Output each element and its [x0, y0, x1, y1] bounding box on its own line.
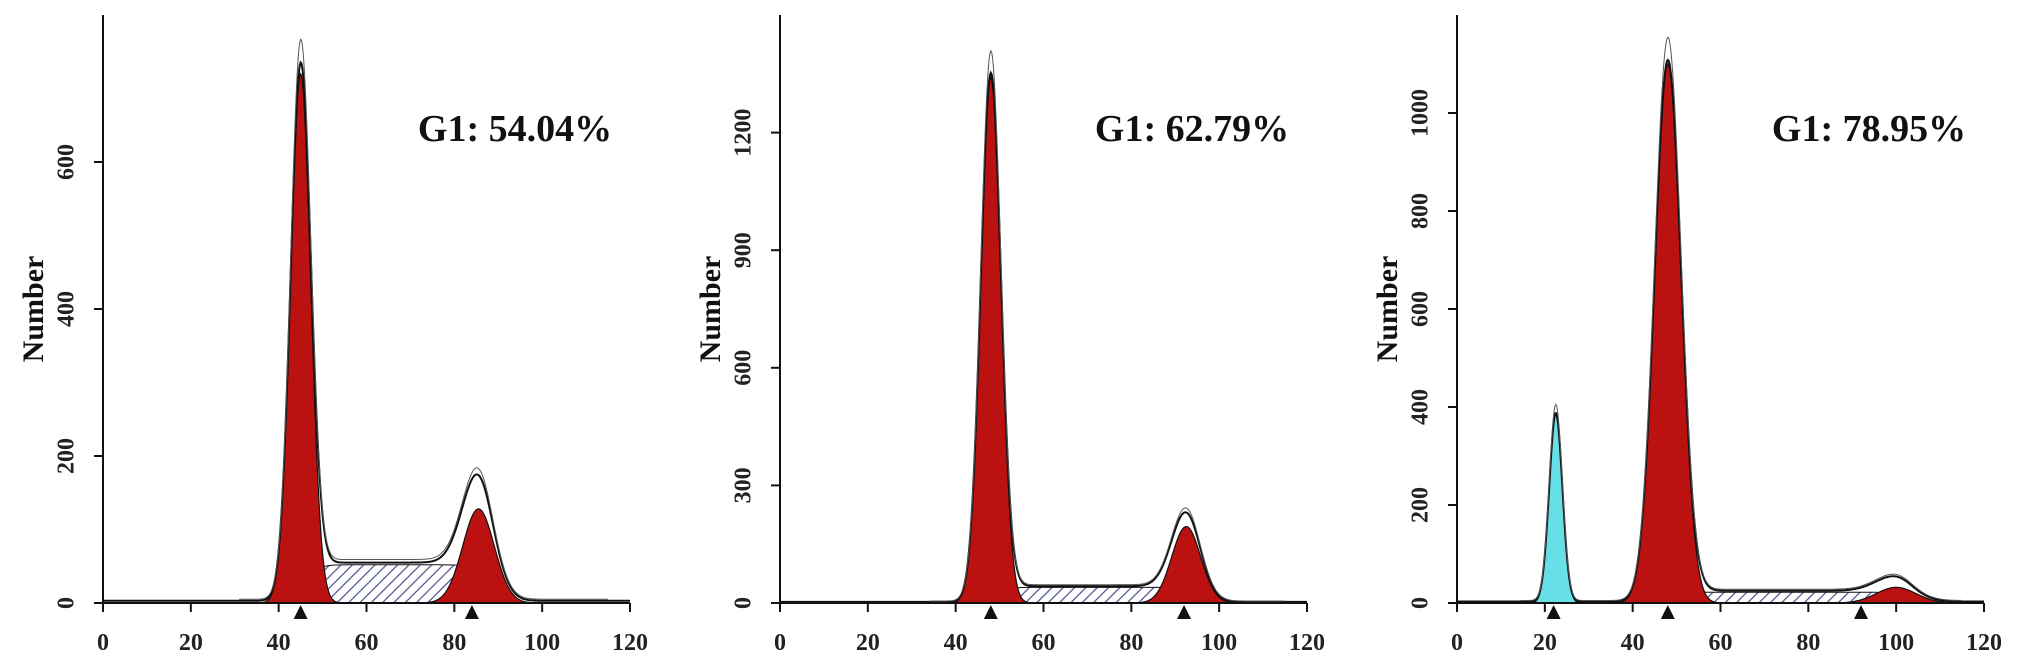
chart3-y-tick-label: 800 [1408, 193, 1434, 229]
chart1-x-tick-label: 20 [179, 630, 203, 656]
chart2-y-tick-label: 300 [731, 467, 757, 503]
chart3-y-tick-label: 600 [1408, 291, 1434, 327]
chart2-raw-histogram [929, 49, 1286, 602]
chart3-x-tick-label: 0 [1451, 630, 1463, 656]
chart2-x-tick-label: 120 [1289, 630, 1325, 656]
chart1-y-tick-label: 400 [54, 291, 80, 327]
chart1-peak-marker [464, 605, 479, 619]
chart3-peak-marker [1660, 605, 1675, 619]
chart3-sub-g1-peak [1522, 414, 1589, 604]
chart3-x-tick-label: 40 [1621, 630, 1645, 656]
chart1-x-tick-label: 0 [97, 630, 109, 656]
histogram-panel-1: 0 20 40 60 80 100 120 0 200 400 600 Number G1: 54.04… [0, 0, 677, 666]
chart2-g2-peak [1127, 525, 1245, 604]
chart3-g1-annotation: G1: 78.95% [1772, 108, 1966, 150]
chart2-fit-curve [780, 70, 1307, 603]
chart3-x-tick-label: 100 [1878, 630, 1914, 656]
chart1-y-tick-label: 0 [54, 597, 80, 609]
chart3-y-tick-label: 400 [1408, 389, 1434, 425]
histogram-panel-2: 0 20 40 60 80 100 120 0 300 600 900 1200 Number G1: 6… [677, 0, 1354, 666]
chart1-raw-histogram [239, 38, 609, 600]
chart3-x-tick-label: 60 [1709, 630, 1733, 656]
chart1-y-tick-label: 200 [54, 438, 80, 474]
histogram-panel-3: 0 20 40 60 80 100 120 0 200 400 600 800 1000 Number G1… [1354, 0, 2031, 666]
chart2-y-axis-label: Number [694, 256, 727, 363]
chart3-peak-marker [1546, 605, 1561, 619]
chart2-x-tick-label: 40 [944, 630, 968, 656]
chart1-fit-curve [103, 60, 630, 602]
chart2-y-tick-label: 600 [731, 350, 757, 386]
histogram-1-svg: 0 20 40 60 80 100 120 0 200 400 600 Number G1: 54.04… [17, 15, 648, 656]
chart3-y-tick-label: 1000 [1408, 89, 1434, 137]
chart2-x-tick-label: 0 [774, 630, 786, 656]
chart1-y-axis-label: Number [17, 256, 50, 363]
chart2-x-tick-label: 60 [1032, 630, 1056, 656]
chart2-g1-annotation: G1: 62.79% [1095, 108, 1289, 150]
chart1-x-tick-label: 60 [355, 630, 379, 656]
chart3-y-axis-label: Number [1371, 256, 1404, 363]
chart2-y-tick-label: 900 [731, 232, 757, 268]
chart1-peak-marker [293, 605, 308, 619]
chart2-y-tick-label: 0 [731, 597, 757, 609]
chart2-y-tick-label: 1200 [731, 109, 757, 157]
chart2-peak-marker [983, 605, 998, 619]
chart3-x-tick-label: 120 [1966, 630, 2002, 656]
chart1-g1-annotation: G1: 54.04% [418, 108, 612, 150]
chart2-peak-marker [1177, 605, 1192, 619]
chart3-y-tick-label: 200 [1408, 487, 1434, 523]
chart1-g1-peak [259, 72, 342, 604]
chart1-g2-peak [414, 508, 543, 604]
chart3-g1-peak [1614, 62, 1722, 604]
chart1-y-tick-label: 600 [54, 144, 80, 180]
chart3-y-tick-label: 0 [1408, 597, 1434, 609]
chart2-g1-peak [949, 76, 1032, 604]
chart3-x-tick-label: 20 [1533, 630, 1557, 656]
chart1-x-tick-label: 100 [524, 630, 560, 656]
chart3-peak-marker [1854, 605, 1869, 619]
chart2-x-tick-label: 100 [1201, 630, 1237, 656]
chart1-x-tick-label: 120 [612, 630, 648, 656]
chart1-x-tick-label: 40 [267, 630, 291, 656]
chart3-raw-histogram [1520, 36, 1962, 601]
chart2-x-tick-label: 80 [1119, 630, 1143, 656]
chart2-x-tick-label: 20 [856, 630, 880, 656]
chart3-x-tick-label: 80 [1796, 630, 1820, 656]
chart1-x-tick-label: 80 [442, 630, 466, 656]
histogram-3-svg: 0 20 40 60 80 100 120 0 200 400 600 800 1000 Number G1… [1371, 15, 2002, 656]
